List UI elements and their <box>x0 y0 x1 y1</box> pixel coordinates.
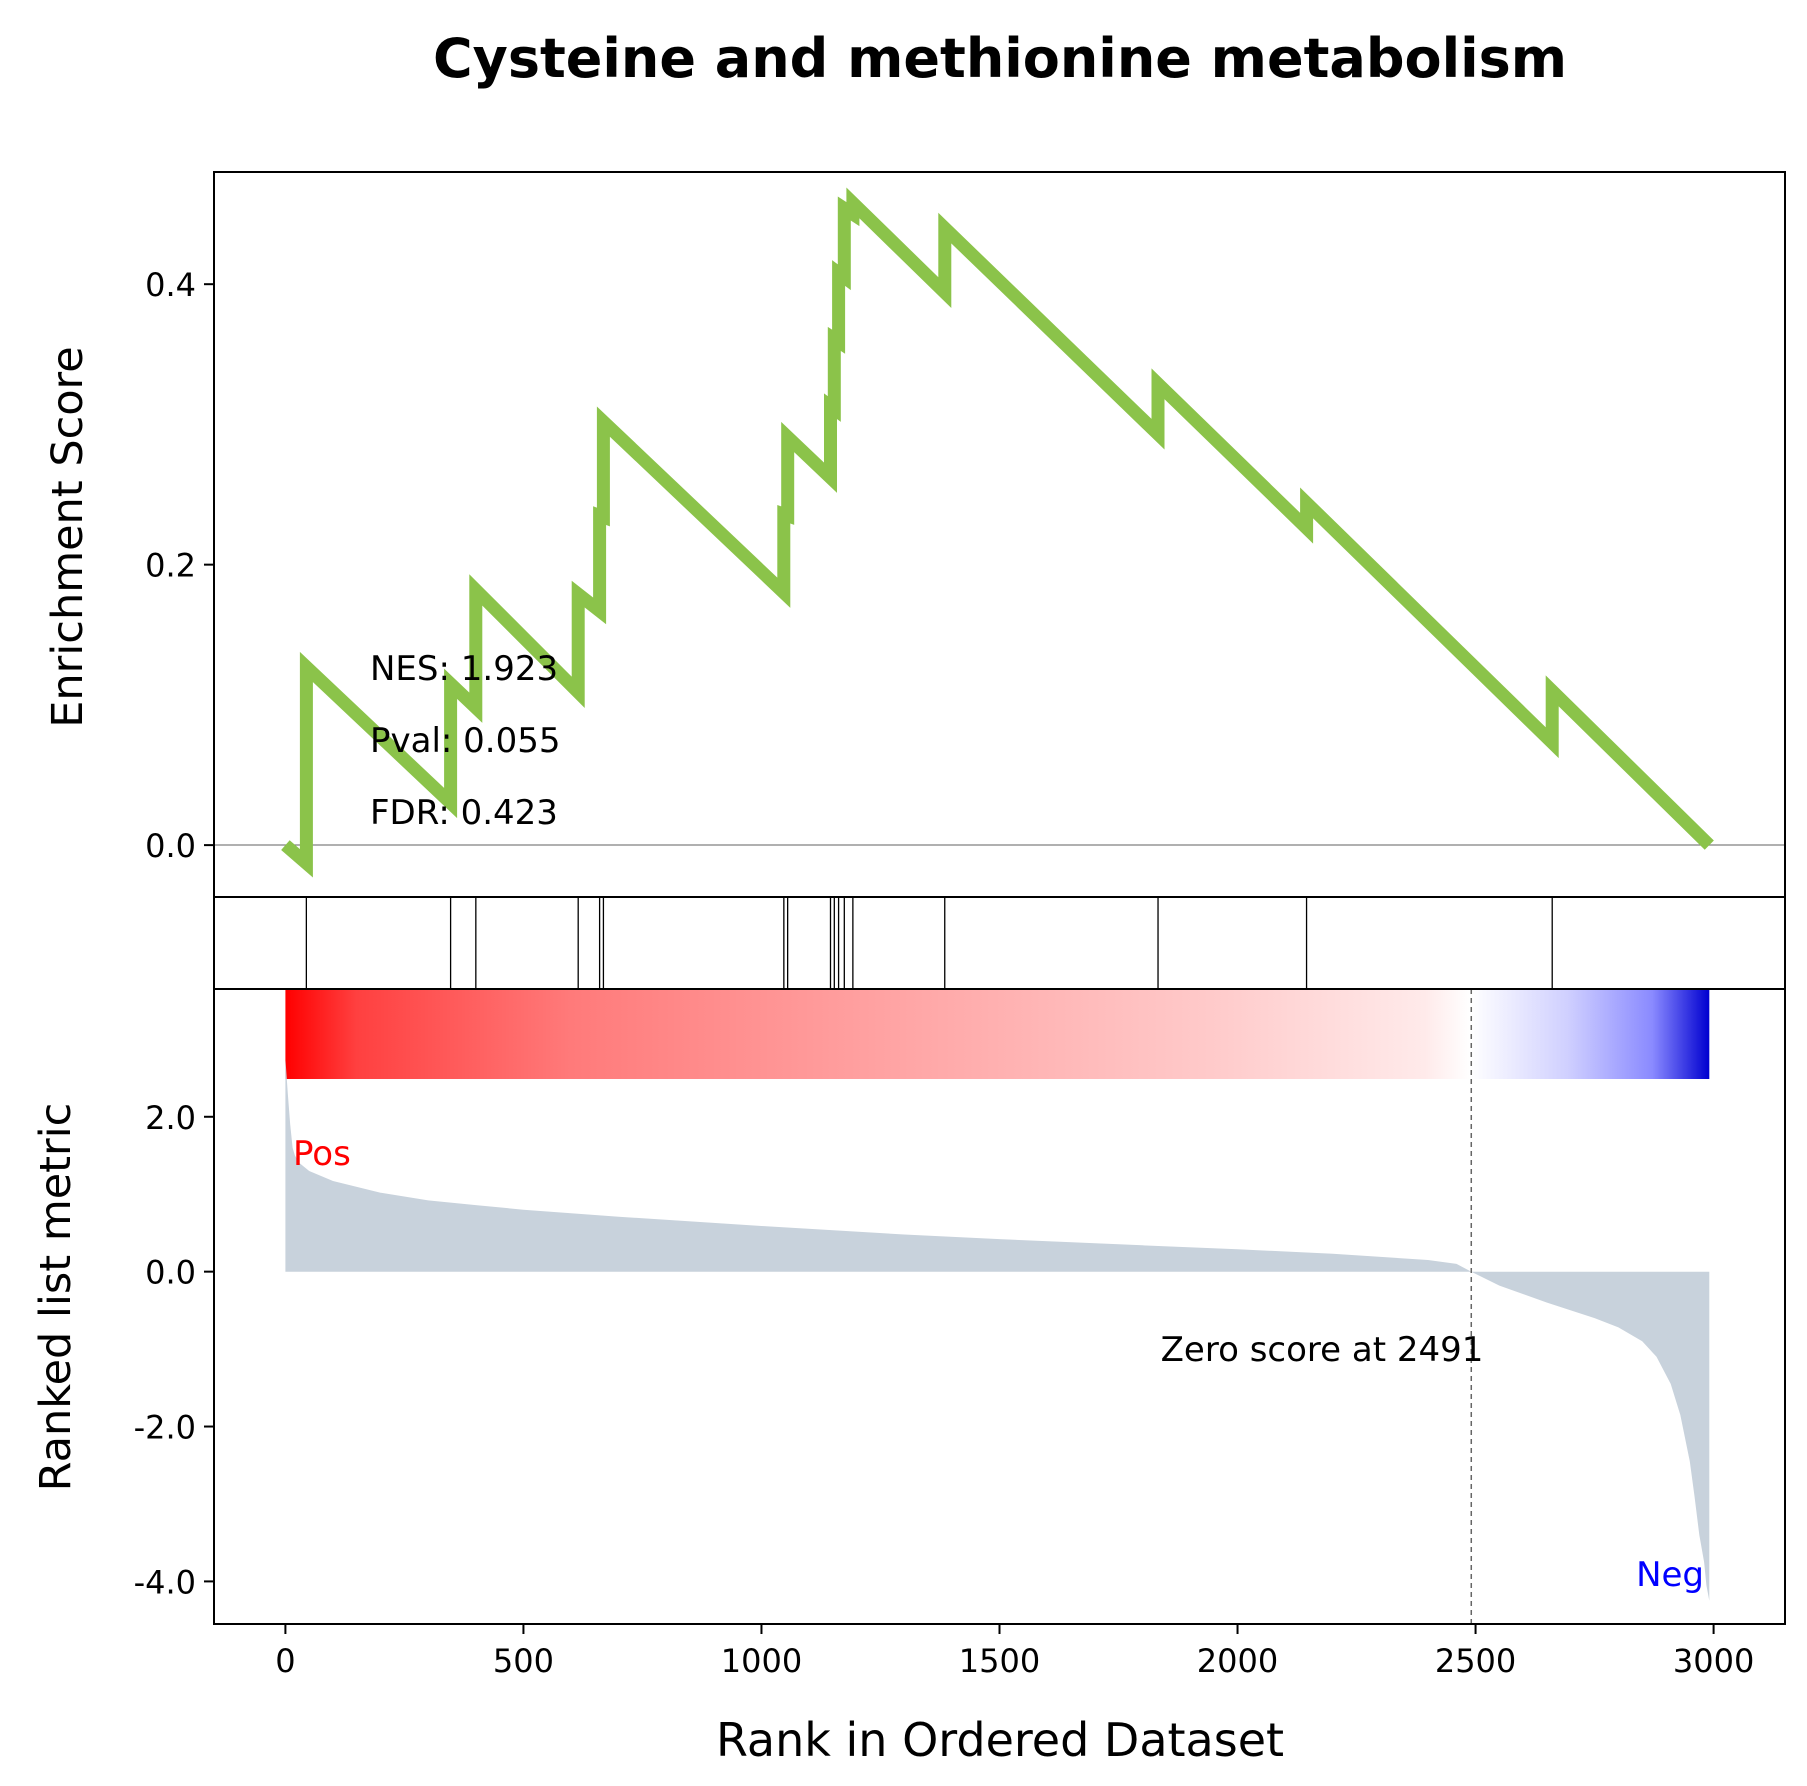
ranked-panel: 2.0 0.0 -2.0 -4.0 Pos Neg Zero score at 249… <box>31 988 1786 1625</box>
es-y-ticks: 0.0 0.2 0.4 <box>145 266 214 865</box>
x-axis-ticks: 0 500 1000 1500 2000 2500 3000 <box>275 1624 1754 1680</box>
x-tick-label: 1000 <box>721 1642 802 1680</box>
x-tick-label: 1500 <box>959 1642 1040 1680</box>
ranked-y-tick-label: -2.0 <box>134 1409 196 1447</box>
x-axis-label: Rank in Ordered Dataset <box>716 1713 1284 1767</box>
hits-panel-frame <box>213 896 1786 990</box>
zero-score-label: Zero score at 2491 <box>1161 1330 1484 1370</box>
pval-stat: Pval: 0.055 <box>370 721 561 761</box>
es-y-axis-label: Enrichment Score <box>43 346 93 728</box>
es-panel: 0.0 0.2 0.4 Enrichment Score NES: 1.923 Pv… <box>43 171 1786 898</box>
gene-hit-marks <box>305 897 1553 989</box>
ranked-panel-frame <box>213 988 1786 1625</box>
chart-title: Cysteine and methionine metabolism <box>433 27 1567 90</box>
ranked-y-tick-label: 0.0 <box>145 1254 196 1292</box>
x-tick-label: 3000 <box>1673 1642 1754 1680</box>
fdr-stat: FDR: 0.423 <box>370 793 558 833</box>
x-tick-label: 0 <box>275 1642 295 1680</box>
nes-stat: NES: 1.923 <box>370 649 558 689</box>
pos-label: Pos <box>293 1134 351 1174</box>
ranked-y-tick-label: -4.0 <box>134 1563 196 1601</box>
ranked-y-tick-label: 2.0 <box>145 1099 196 1137</box>
es-line <box>281 187 1714 878</box>
rank-colorbar <box>285 989 1710 1079</box>
ranked-y-ticks: 2.0 0.0 -2.0 -4.0 <box>134 1099 214 1601</box>
es-y-tick-label: 0.2 <box>145 547 196 585</box>
ranked-metric-area <box>285 1058 1710 1601</box>
x-tick-label: 2000 <box>1197 1642 1278 1680</box>
hits-panel <box>213 896 1786 990</box>
ranked-y-axis-label: Ranked list metric <box>31 1103 81 1492</box>
neg-label: Neg <box>1636 1555 1704 1595</box>
x-tick-label: 2500 <box>1435 1642 1516 1680</box>
x-tick-label: 500 <box>493 1642 554 1680</box>
es-y-tick-label: 0.4 <box>145 266 196 304</box>
es-y-tick-label: 0.0 <box>145 827 196 865</box>
